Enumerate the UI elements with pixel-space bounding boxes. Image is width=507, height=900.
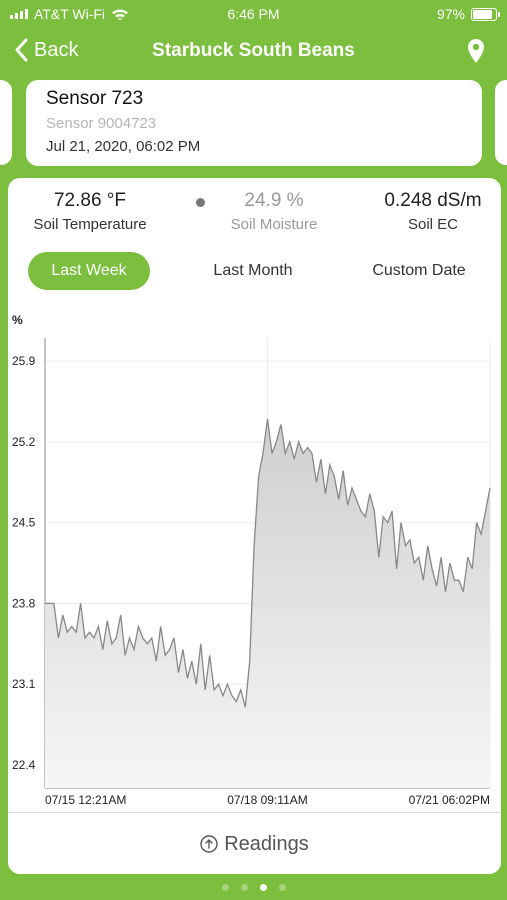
range-last-month-button[interactable]: Last Month (213, 262, 293, 279)
chart-y-tick-label: 23.8 (12, 596, 36, 610)
selected-metric-indicator (196, 198, 205, 207)
page-dot[interactable] (259, 884, 267, 891)
chart-y-tick-label: 25.9 (12, 354, 36, 368)
chevron-left-icon (15, 38, 28, 62)
chart-area-fill (45, 418, 490, 788)
page-dot[interactable] (221, 884, 229, 891)
sensor-name: Sensor 723 (46, 88, 144, 109)
page-indicator[interactable] (0, 884, 507, 891)
next-sensor-card[interactable] (495, 80, 507, 165)
metric-value: 72.86 °F (53, 190, 127, 211)
metric-value: 24.9 % (244, 190, 304, 211)
chart-x-tick-label: 07/21 06:02PM (409, 793, 490, 807)
chart-y-unit-label: % (12, 313, 23, 327)
chart-y-tick-label: 22.4 (12, 758, 36, 772)
readings-panel: 72.86 °F Soil Temperature 24.9 % Soil Mo… (8, 178, 501, 874)
sensor-date: Jul 21, 2020, 06:02 PM (46, 138, 201, 155)
metric-label: Soil EC (407, 216, 459, 233)
readings-label: Readings (224, 832, 309, 855)
back-label: Back (34, 38, 79, 61)
metric-soil-temperature[interactable]: 72.86 °F Soil Temperature (20, 190, 160, 233)
moisture-chart[interactable]: 25.9 25.2 24.5 23.8 23.1 22.4 07/15 12:21AM 07… (8, 308, 501, 812)
wifi-icon (112, 8, 129, 20)
metric-soil-moisture[interactable]: 24.9 % Soil Moisture (204, 190, 344, 233)
sensor-id: Sensor 9004723 (46, 115, 157, 132)
page-dot[interactable] (240, 884, 248, 891)
metric-value: 0.248 dS/m (384, 190, 482, 211)
previous-sensor-card[interactable] (0, 80, 12, 165)
range-last-week-button[interactable]: Last Week (28, 252, 150, 290)
chart-y-tick-label: 24.5 (12, 516, 36, 530)
chart-y-tick-label: 25.2 (12, 435, 36, 449)
chart-y-tick-label: 23.1 (12, 677, 36, 691)
metric-label: Soil Temperature (33, 216, 147, 233)
range-custom-date-button[interactable]: Custom Date (372, 262, 466, 279)
readings-button[interactable]: Readings (8, 812, 501, 874)
chart-x-tick-label: 07/15 12:21AM (45, 793, 126, 807)
battery-percent: 97% (436, 6, 465, 22)
page-dot[interactable] (278, 884, 286, 891)
sensor-card[interactable]: Sensor 723 Sensor 9004723 Jul 21, 2020, … (26, 80, 482, 166)
page-title: Starbuck South Beans (152, 40, 355, 61)
status-time: 6:46 PM (227, 6, 280, 22)
arrow-up-circle-icon (200, 835, 218, 853)
location-pin-icon[interactable] (467, 38, 485, 64)
chart-series-line (45, 418, 491, 708)
carrier-label: AT&T Wi-Fi (34, 6, 106, 22)
battery-icon (471, 7, 500, 21)
back-button[interactable]: Back (14, 38, 78, 62)
metric-soil-ec[interactable]: 0.248 dS/m Soil EC (368, 190, 498, 233)
nav-bar: Back Starbuck South Beans (0, 30, 507, 74)
chart-x-tick-label: 07/18 09:11AM (227, 793, 308, 807)
metric-label: Soil Moisture (230, 216, 318, 233)
signal-icon (10, 9, 28, 19)
status-bar: AT&T Wi-Fi 6:46 PM 97% (0, 0, 507, 28)
